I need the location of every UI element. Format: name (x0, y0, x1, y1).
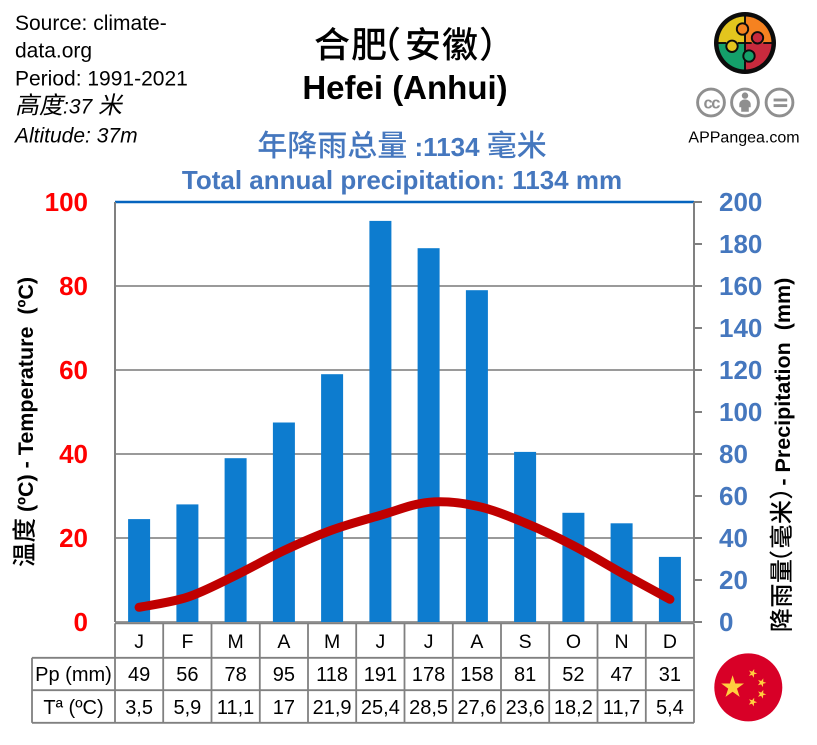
svg-text:31: 31 (659, 664, 681, 686)
svg-text:Source: climate-: Source: climate- (15, 12, 167, 35)
svg-text:158: 158 (460, 664, 493, 686)
svg-text:20: 20 (719, 565, 748, 595)
svg-text:95: 95 (273, 664, 295, 686)
svg-text:5,4: 5,4 (656, 697, 684, 719)
svg-text:100: 100 (45, 187, 88, 217)
svg-text:S: S (519, 631, 532, 653)
svg-text:18,2: 18,2 (554, 697, 593, 719)
svg-text:APPangea.com: APPangea.com (688, 130, 799, 147)
svg-text:40: 40 (719, 523, 748, 553)
svg-text:52: 52 (562, 664, 584, 686)
svg-text:160: 160 (719, 271, 762, 301)
svg-text:178: 178 (412, 664, 445, 686)
svg-text:O: O (566, 631, 581, 653)
svg-text:0: 0 (74, 607, 88, 637)
svg-text:F: F (181, 631, 193, 653)
svg-text:5,9: 5,9 (173, 697, 201, 719)
svg-text:78: 78 (224, 664, 246, 686)
svg-text:0: 0 (719, 607, 733, 637)
svg-text:M: M (227, 631, 243, 653)
svg-text:56: 56 (176, 664, 198, 686)
svg-text:21,9: 21,9 (313, 697, 352, 719)
svg-text:D: D (663, 631, 677, 653)
svg-text:A: A (470, 631, 483, 653)
svg-text:- Precipitation (mm): - Precipitation (mm) (771, 278, 795, 486)
svg-text:11,1: 11,1 (217, 697, 254, 719)
svg-text:Altitude: 37m: Altitude: 37m (13, 125, 138, 148)
svg-text:60: 60 (59, 355, 88, 385)
svg-text:60: 60 (719, 481, 748, 511)
svg-text:11,7: 11,7 (603, 697, 640, 719)
svg-text:120: 120 (719, 355, 762, 385)
svg-text:25,4: 25,4 (361, 697, 400, 719)
svg-text:81: 81 (514, 664, 536, 686)
svg-text:80: 80 (719, 439, 748, 469)
svg-text:J: J (134, 631, 144, 653)
svg-text:M: M (324, 631, 340, 653)
svg-text:140: 140 (719, 313, 762, 343)
svg-text:20: 20 (59, 523, 88, 553)
svg-text:cc: cc (704, 95, 721, 113)
svg-text:49: 49 (128, 664, 150, 686)
svg-text:J: J (424, 631, 434, 653)
svg-text:17: 17 (273, 697, 295, 719)
svg-text::1134: :1134 (407, 132, 487, 162)
svg-text:A: A (277, 631, 290, 653)
svg-text:(ºC) - Temperature (ºC): (ºC) - Temperature (ºC) (14, 277, 38, 518)
svg-text:3,5: 3,5 (125, 697, 153, 719)
svg-text:80: 80 (59, 271, 88, 301)
svg-text:118: 118 (316, 664, 348, 686)
svg-text:180: 180 (719, 229, 762, 259)
svg-text:27,6: 27,6 (457, 697, 496, 719)
svg-text:28,5: 28,5 (409, 697, 448, 719)
svg-text:Tª (ºC): Tª (ºC) (43, 697, 103, 719)
svg-text:Pp (mm): Pp (mm) (35, 664, 112, 686)
svg-text:47: 47 (610, 664, 632, 686)
svg-text:23,6: 23,6 (506, 697, 545, 719)
svg-text:191: 191 (364, 664, 397, 686)
svg-text::37: :37 (63, 96, 98, 119)
svg-text:J: J (376, 631, 386, 653)
svg-text:100: 100 (719, 397, 762, 427)
svg-text:Total annual precipitation: 11: Total annual precipitation: 1134 mm (182, 165, 622, 195)
svg-text:200: 200 (719, 187, 762, 217)
svg-text:Hefei (Anhui): Hefei (Anhui) (302, 69, 507, 106)
svg-text:Period: 1991-2021: Period: 1991-2021 (15, 67, 188, 90)
svg-text:N: N (615, 631, 629, 653)
svg-text:40: 40 (59, 439, 88, 469)
svg-text:data.org: data.org (15, 40, 92, 63)
